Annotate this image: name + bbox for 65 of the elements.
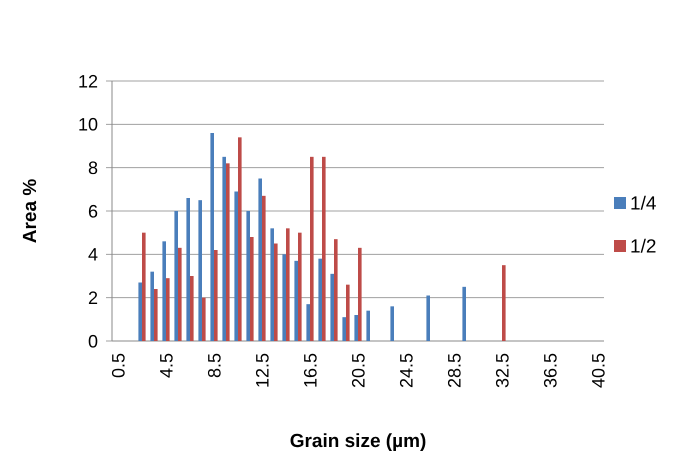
bar	[178, 248, 182, 341]
bar	[222, 156, 226, 341]
bar	[366, 310, 370, 341]
bar	[154, 289, 158, 341]
x-tick-label: 36.5	[540, 353, 560, 388]
bar	[426, 296, 430, 341]
bar	[202, 298, 206, 341]
bar	[286, 228, 290, 341]
x-tick-label: 12.5	[252, 353, 272, 388]
bar	[358, 248, 362, 341]
bar	[258, 178, 262, 341]
y-tick-label: 0	[88, 331, 98, 352]
bar	[234, 192, 238, 341]
x-tick-label: 40.5	[588, 353, 608, 388]
bar	[166, 278, 170, 341]
x-tick-label: 24.5	[396, 353, 416, 388]
bar	[246, 211, 250, 341]
x-tick-label: 4.5	[156, 353, 176, 378]
bar	[142, 232, 146, 341]
y-tick-label: 2	[88, 288, 98, 308]
x-axis-title: Grain size (µm)	[290, 431, 426, 452]
bar	[390, 306, 394, 341]
y-tick-label: 4	[88, 244, 98, 265]
bar	[186, 198, 190, 341]
bar	[462, 286, 466, 341]
y-axis-title: Area %	[20, 178, 41, 244]
bar	[150, 272, 154, 341]
bar	[298, 232, 302, 341]
bar	[174, 211, 178, 341]
x-tick-label: 0.5	[108, 353, 128, 378]
bar	[138, 282, 142, 341]
bar	[310, 156, 314, 341]
y-tick-label: 10	[78, 114, 98, 135]
bar	[342, 317, 346, 341]
bar	[282, 254, 286, 341]
bar	[210, 133, 214, 341]
bar	[322, 156, 326, 341]
bar	[214, 250, 218, 341]
bar	[190, 276, 194, 341]
bar	[294, 260, 298, 341]
bar	[226, 163, 230, 341]
bar	[270, 228, 274, 341]
x-tick-label: 20.5	[348, 353, 368, 388]
bar	[262, 196, 266, 341]
bar	[238, 137, 242, 341]
x-tick-label: 32.5	[492, 353, 512, 388]
legend-label: 1/2	[630, 236, 656, 258]
bar	[318, 258, 322, 341]
bar	[502, 265, 506, 341]
y-tick-label: 12	[78, 71, 98, 92]
x-tick-label: 16.5	[300, 353, 320, 388]
bar	[274, 244, 278, 341]
bar	[306, 304, 310, 341]
x-tick-label: 28.5	[444, 353, 464, 388]
y-tick-label: 8	[88, 158, 98, 178]
bar	[250, 237, 254, 341]
y-tick-label: 6	[88, 201, 98, 222]
bar	[330, 274, 334, 341]
bar	[162, 241, 166, 341]
bar	[334, 239, 338, 341]
legend-label: 1/4	[630, 194, 657, 215]
x-tick-label: 8.5	[204, 353, 224, 378]
bar	[354, 315, 358, 341]
bar	[346, 284, 350, 341]
bar	[198, 200, 202, 341]
